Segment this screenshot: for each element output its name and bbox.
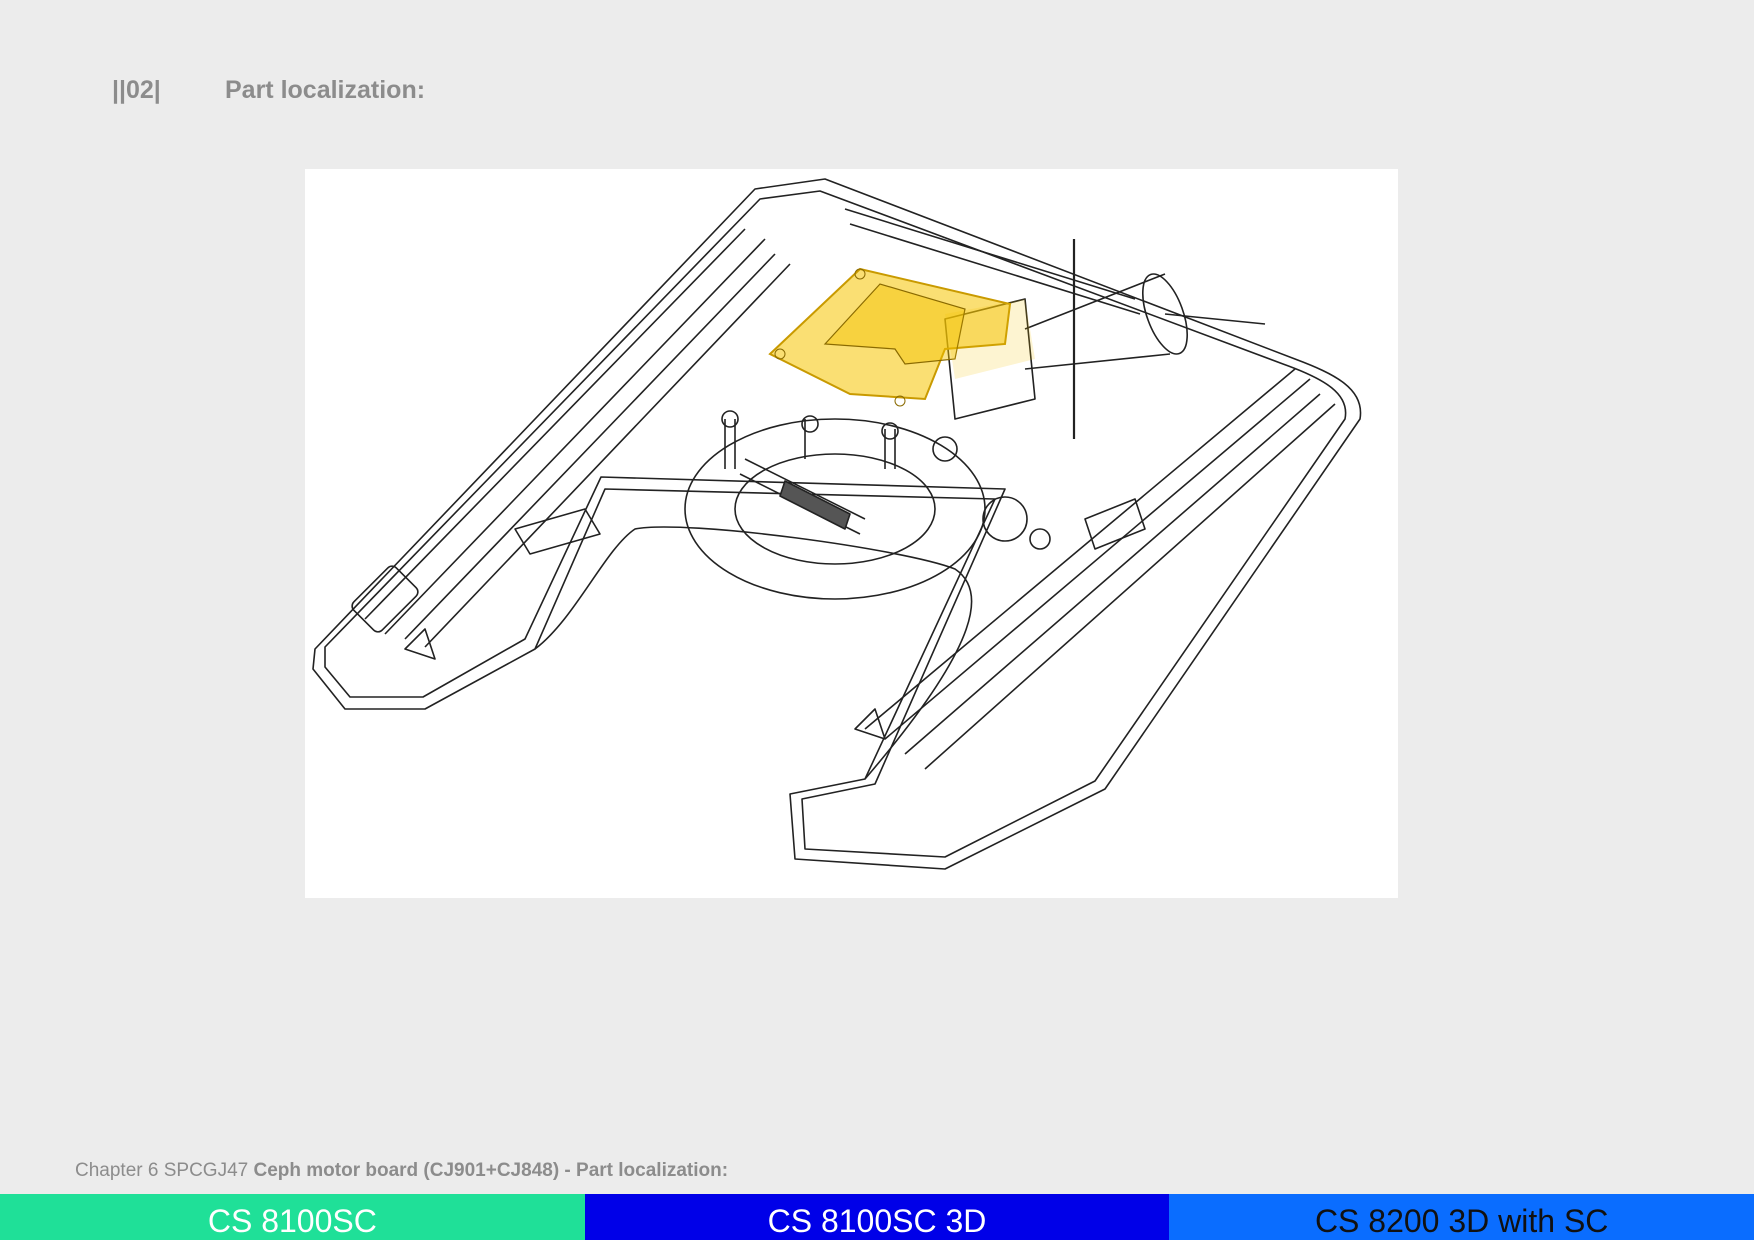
right-rail	[864, 368, 1336, 770]
technical-drawing	[305, 169, 1398, 898]
product-tab-bar: CS 8100SC CS 8100SC 3D CS 8200 3D with S…	[0, 1194, 1754, 1240]
footer-subject: Ceph motor board (CJ901+CJ848) - Part lo…	[253, 1160, 729, 1181]
base-outline	[312, 178, 1362, 870]
ceph-motor-board-highlight	[768, 267, 1035, 407]
base-assembly-illustration	[312, 178, 1362, 870]
tab-cs-8100sc-3d[interactable]: CS 8100SC 3D	[584, 1194, 1170, 1240]
footer-chapter: Chapter 6 SPCGJ47	[75, 1160, 249, 1181]
footer-caption: Chapter 6 SPCGJ47 Ceph motor board (CJ90…	[75, 1160, 728, 1182]
tab-cs-8200-3d-with-sc[interactable]: CS 8200 3D with SC	[1169, 1194, 1754, 1240]
page-header: ||02| Part localization:	[112, 76, 425, 105]
page-title: Part localization:	[225, 76, 426, 104]
base-inner-opening	[534, 526, 973, 780]
pulley	[1142, 273, 1188, 355]
left-rail	[364, 228, 791, 648]
tab-cs-8100sc[interactable]: CS 8100SC	[0, 1194, 585, 1240]
section-number: ||02|	[112, 76, 161, 104]
